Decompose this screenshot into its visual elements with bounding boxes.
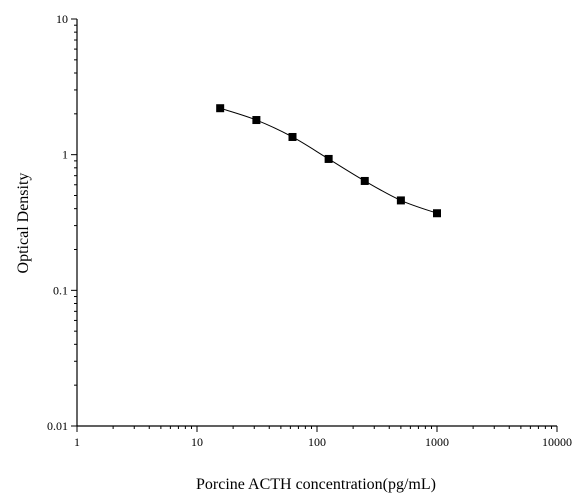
data-point — [433, 209, 441, 218]
y-tick-label: 10 — [56, 12, 68, 26]
y-axis-ticks: 0.01 0.1 1 10 — [47, 12, 77, 433]
y-tick-label: 0.01 — [47, 419, 68, 433]
y-tick-label: 1 — [62, 148, 68, 162]
x-tick-label: 10000 — [542, 435, 572, 449]
x-tick-label: 10 — [191, 435, 203, 449]
x-axis-title: Porcine ACTH concentration(pg/mL) — [196, 476, 436, 493]
x-tick-label: 1000 — [425, 435, 449, 449]
data-point — [288, 132, 297, 141]
series-layer — [216, 104, 441, 218]
x-tick-label: 100 — [308, 435, 326, 449]
x-axis-ticks: 1 10 100 1000 10000 — [74, 426, 572, 449]
data-point — [216, 104, 225, 113]
y-axis-title: Optical Density — [15, 173, 32, 274]
data-point — [360, 176, 369, 185]
data-point — [396, 196, 405, 205]
data-point — [324, 154, 333, 163]
data-point — [252, 116, 261, 125]
y-tick-label: 0.1 — [53, 283, 68, 297]
axes — [76, 19, 557, 427]
x-tick-label: 1 — [74, 435, 80, 449]
